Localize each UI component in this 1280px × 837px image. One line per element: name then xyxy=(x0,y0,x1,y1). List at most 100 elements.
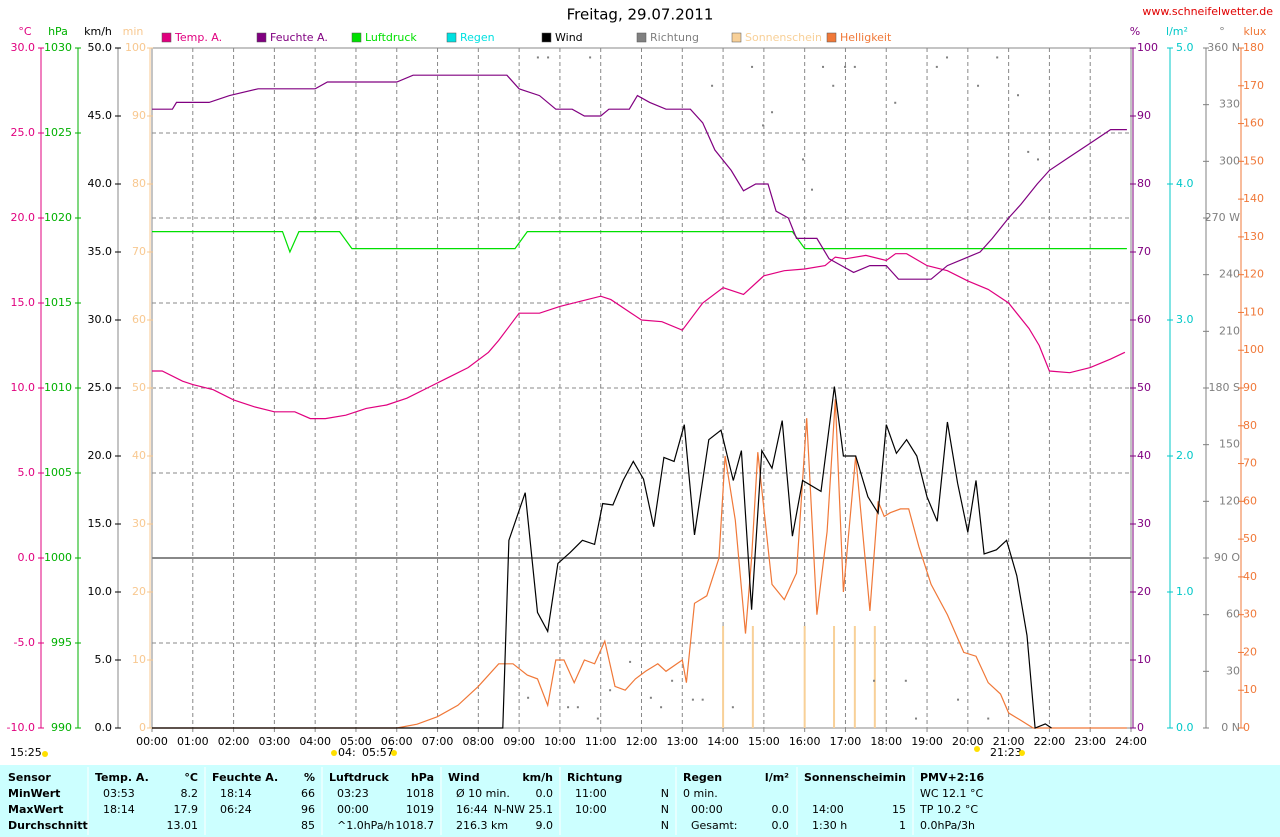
direction-dot xyxy=(649,696,652,699)
y-tick-label: 0 xyxy=(139,721,146,734)
y-tick-label: 4.0 xyxy=(1176,177,1194,190)
cell-value: N xyxy=(661,819,669,832)
direction-dot xyxy=(811,188,814,191)
axis-unit: l/m² xyxy=(1166,25,1188,38)
y-tick-label: 40 xyxy=(1243,570,1257,583)
row-label: Sensor xyxy=(8,771,51,784)
y-tick-label: 0 xyxy=(1243,721,1250,734)
y-tick-label: 170 xyxy=(1243,79,1264,92)
cell-value: 1 xyxy=(899,819,906,832)
cell-value: N xyxy=(661,787,669,800)
column-unit: km/h xyxy=(522,771,553,784)
x-tick-label: 01:00 xyxy=(177,735,209,748)
y-tick-label: 20 xyxy=(132,585,146,598)
y-tick-label: 1000 xyxy=(44,551,72,564)
x-tick-label: 05:00 xyxy=(340,735,372,748)
y-tick-label: 3.0 xyxy=(1176,313,1194,326)
direction-dot xyxy=(822,65,825,68)
y-tick-label: 60 xyxy=(1226,608,1240,621)
axis-unit: km/h xyxy=(84,25,112,38)
y-tick-label: 0.0 xyxy=(95,721,113,734)
cell-value: 8.2 xyxy=(181,787,199,800)
y-tick-label: 30 xyxy=(1137,517,1151,530)
y-tick-label: 1020 xyxy=(44,211,72,224)
y-tick-label: 1025 xyxy=(44,126,72,139)
cell-text: Ø 10 min. xyxy=(456,787,510,800)
y-tick-label: 70 xyxy=(132,245,146,258)
y-tick-label: 60 xyxy=(1243,494,1257,507)
direction-dot xyxy=(701,698,704,701)
direction-dot xyxy=(771,111,774,114)
y-tick-label: 0.0 xyxy=(1176,721,1194,734)
legend-swatch xyxy=(636,32,647,43)
cell-value: 66 xyxy=(301,787,315,800)
sunrise: 05:57 xyxy=(362,746,394,759)
x-tick-label: 22:00 xyxy=(1034,735,1066,748)
sunshine-bar xyxy=(722,626,725,728)
legend-label: Richtung xyxy=(650,31,699,44)
direction-dot xyxy=(904,679,907,682)
y-tick-label: 50.0 xyxy=(88,41,113,54)
stats-table: Sensor MinWert MaxWert Durchschnitt Temp. A.… xyxy=(8,767,984,835)
y-tick-label: 100 xyxy=(1243,343,1264,356)
direction-dot xyxy=(1036,158,1039,161)
y-tick-label: 10 xyxy=(1243,683,1257,696)
y-tick-label: 80 xyxy=(132,177,146,190)
cell-value: 15 xyxy=(892,803,906,816)
y-tick-label: 990 xyxy=(51,721,72,734)
sunset-icon xyxy=(974,746,980,752)
y-tick-label: 30.0 xyxy=(88,313,113,326)
direction-dot xyxy=(751,65,754,68)
direction-dot xyxy=(832,84,835,87)
x-tick-label: 10:00 xyxy=(544,735,576,748)
direction-dot xyxy=(957,698,960,701)
sunshine-bar xyxy=(873,626,876,728)
y-tick-label: 90 xyxy=(1137,109,1151,122)
sun-icon xyxy=(42,751,48,757)
legend-label: Helligkeit xyxy=(840,31,892,44)
cell-text: 11:00 xyxy=(575,787,607,800)
x-tick-label: 18:00 xyxy=(870,735,902,748)
y-tick-label: 20.0 xyxy=(11,211,36,224)
y-tick-label: -10.0 xyxy=(7,721,35,734)
series-line xyxy=(152,253,1126,420)
y-tick-label: 110 xyxy=(1243,305,1264,318)
direction-dot xyxy=(977,84,980,87)
cell-text: 18:14 xyxy=(220,787,252,800)
cell-text: 16:44 xyxy=(456,803,488,816)
row-label: MinWert xyxy=(8,787,60,800)
y-tick-label: 25.0 xyxy=(11,126,36,139)
y-tick-label: 1010 xyxy=(44,381,72,394)
direction-dot xyxy=(853,65,856,68)
legend-swatch xyxy=(446,32,457,43)
x-tick-label: 06:00 xyxy=(381,735,413,748)
direction-dot xyxy=(802,158,805,161)
direction-dot xyxy=(567,706,570,709)
column-unit: min xyxy=(883,771,906,784)
row-label: Durchschnitt xyxy=(8,819,88,832)
cell-value: N xyxy=(661,803,669,816)
y-tick-label: 2.0 xyxy=(1176,449,1194,462)
legend-label: Luftdruck xyxy=(365,31,417,44)
y-tick-label: 210 xyxy=(1219,324,1240,337)
y-tick-label: 5.0 xyxy=(18,466,36,479)
y-tick-label: 150 xyxy=(1219,438,1240,451)
y-tick-label: 50 xyxy=(1137,381,1151,394)
stats-table-bg xyxy=(0,765,1280,837)
direction-dot xyxy=(629,660,632,663)
x-tick-label: 24:00 xyxy=(1115,735,1147,748)
y-tick-label: 90 xyxy=(1243,381,1257,394)
sunshine-bar xyxy=(833,626,836,728)
legend-swatch xyxy=(351,32,362,43)
axis-unit: klux xyxy=(1244,25,1267,38)
y-tick-label: 40.0 xyxy=(88,177,113,190)
column-header: Wind xyxy=(448,771,480,784)
axis-unit: hPa xyxy=(48,25,68,38)
y-tick-label: 240 xyxy=(1219,268,1240,281)
column-header: Richtung xyxy=(567,771,622,784)
cell-text: 06:24 xyxy=(220,803,252,816)
y-tick-label: 10 xyxy=(1137,653,1151,666)
y-tick-label: 330 xyxy=(1219,98,1240,111)
y-tick-label: 180 xyxy=(1243,41,1264,54)
x-tick-label: 13:00 xyxy=(666,735,698,748)
